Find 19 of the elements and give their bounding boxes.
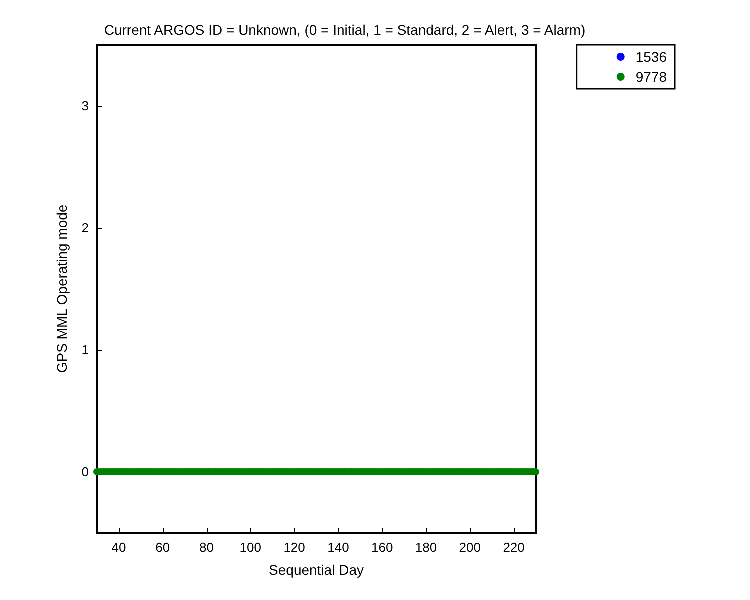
x-tick-label: 200	[459, 540, 481, 555]
x-tick-label: 100	[240, 540, 262, 555]
x-tick-label: 120	[284, 540, 306, 555]
x-tick-label: 220	[503, 540, 525, 555]
x-tick-label: 140	[328, 540, 350, 555]
x-axis-title: Sequential Day	[269, 562, 364, 578]
x-tick-label: 180	[415, 540, 438, 555]
legend-label: 1536	[636, 49, 668, 65]
y-tick-label: 3	[82, 98, 89, 114]
y-tick-label: 2	[82, 220, 89, 236]
x-tick-label: 80	[200, 540, 214, 555]
x-tick-label: 160	[372, 540, 394, 555]
y-tick-label: 0	[82, 464, 89, 480]
y-axis-title: GPS MML Operating mode	[54, 204, 70, 374]
legend-label: 9778	[636, 69, 668, 85]
x-tick-label: 40	[112, 540, 126, 555]
y-tick-label: 1	[82, 342, 89, 358]
x-tick-label: 60	[156, 540, 170, 555]
chart-title: Current ARGOS ID = Unknown, (0 = Initial, 1 = Standard, 2 = Alert, 3 = Alarm)	[104, 22, 586, 38]
